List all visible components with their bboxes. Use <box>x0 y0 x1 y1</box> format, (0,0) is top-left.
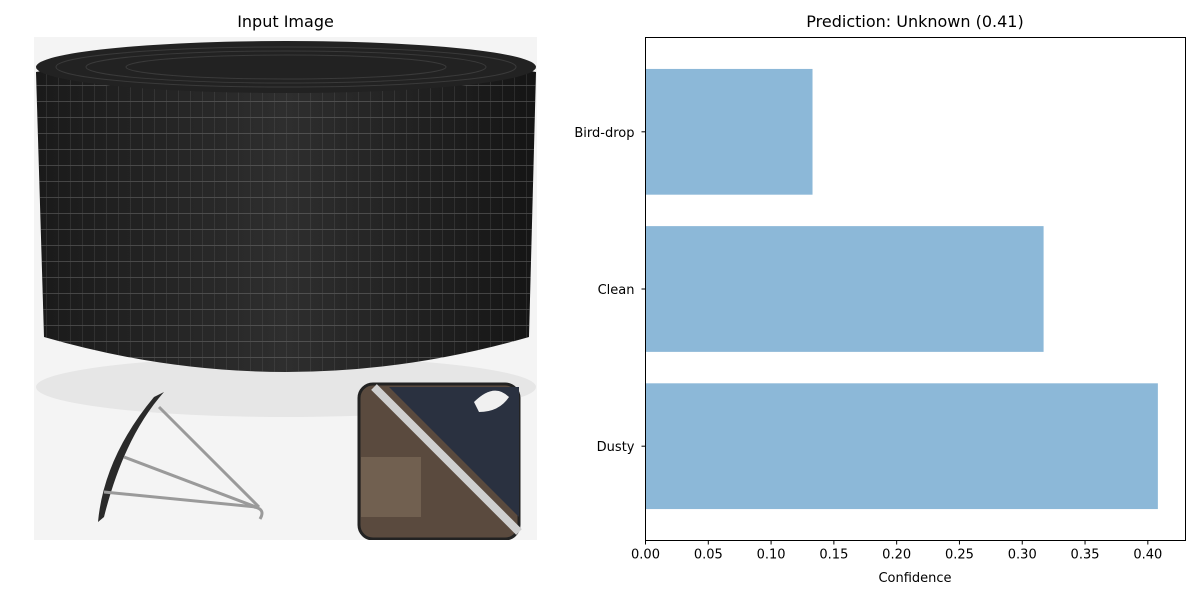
x-tick-label: 0.35 <box>1071 548 1100 563</box>
bird-spike-clip <box>98 392 264 522</box>
x-tick-label: 0.20 <box>882 548 911 563</box>
x-tick-label: 0.15 <box>819 548 848 563</box>
bar-clean <box>645 226 1044 352</box>
x-tick-label: 0.05 <box>694 548 723 563</box>
input-image <box>34 37 537 540</box>
x-tick-label: 0.25 <box>945 548 974 563</box>
chart-title: Prediction: Unknown (0.41) <box>806 12 1024 31</box>
mesh-roll <box>36 41 536 372</box>
x-tick-label: 0.00 <box>631 548 660 563</box>
y-tick-label: Clean <box>598 283 635 298</box>
input-image-title: Input Image <box>237 12 334 31</box>
x-tick-label: 0.30 <box>1008 548 1037 563</box>
inset-solar-panel-photo <box>357 382 522 540</box>
y-tick-label: Bird-drop <box>574 126 634 141</box>
x-tick-label: 0.40 <box>1133 548 1162 563</box>
x-tick-label: 0.10 <box>757 548 786 563</box>
x-axis-label: Confidence <box>878 571 951 586</box>
y-tick-label: Dusty <box>597 440 635 455</box>
bar-bird-drop <box>645 68 813 195</box>
bar-dusty <box>645 383 1158 510</box>
